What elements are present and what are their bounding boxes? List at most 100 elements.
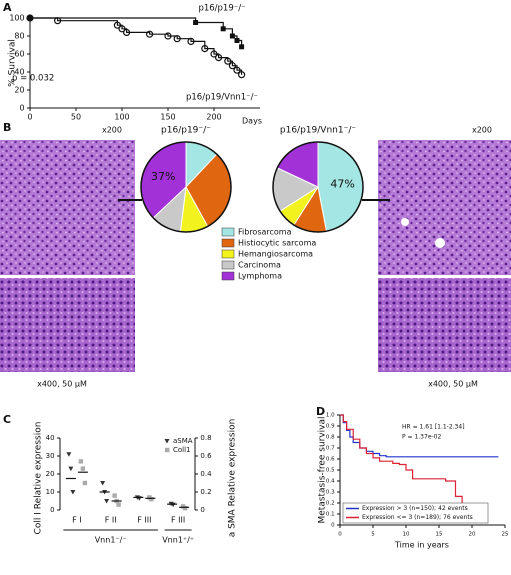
- y-tick-label: 0.9: [326, 424, 335, 430]
- y-tick-label: 40: [46, 434, 55, 442]
- group-label: Vnn1⁻/⁻: [95, 536, 127, 545]
- histology-image: [0, 278, 135, 372]
- y-tick-label: 30: [46, 452, 55, 460]
- x-tick-label: 200: [206, 113, 221, 122]
- y-tick-label: 40: [14, 68, 24, 77]
- data-point: [68, 466, 74, 472]
- y-tick-label: 80: [14, 32, 24, 41]
- y-axis-label: Coll I Relative expression: [34, 422, 44, 535]
- histology-image: [378, 278, 511, 372]
- y-tick-label: 20: [46, 470, 55, 478]
- legend-swatch: [221, 238, 235, 248]
- data-point: [78, 459, 84, 464]
- censor-marker: [239, 44, 245, 50]
- y-tick-label: 0.6: [326, 457, 335, 463]
- y-tick-label: 0.8: [326, 435, 335, 441]
- legend-swatch: [221, 260, 235, 270]
- legend-label: Coll1: [173, 446, 191, 454]
- y-tick-label: 1.0: [326, 413, 335, 419]
- vessel: [401, 218, 409, 226]
- censor-marker: [187, 37, 195, 46]
- panel-letter: A: [3, 1, 12, 14]
- x-tick-label: F II: [105, 516, 117, 525]
- censor-marker: [26, 14, 34, 22]
- histology-image: [378, 140, 511, 275]
- histology-image: [0, 140, 135, 275]
- censor-marker: [53, 17, 62, 25]
- y-tick-label: 0: [331, 523, 335, 529]
- censor-marker: [173, 35, 181, 43]
- data-point: [104, 499, 110, 504]
- panel-letter: D: [316, 405, 325, 418]
- y-tick-label: 0: [20, 104, 25, 113]
- legend-swatch: [221, 227, 235, 237]
- legend-box: [342, 502, 489, 524]
- annotation: p16/p19⁻/⁻: [198, 4, 245, 14]
- y-tick-label: 0: [200, 506, 204, 514]
- x-tick-label: F III: [171, 516, 185, 525]
- legend-label: Hemangiosarcoma: [238, 250, 313, 259]
- image-caption: x400, 50 μM: [428, 380, 478, 389]
- legend-label: Carcinoma: [238, 261, 281, 270]
- data-point: [80, 466, 86, 471]
- legend-label: Lymphoma: [238, 272, 282, 281]
- x-tick-label: 10: [403, 532, 410, 538]
- x-tick-label: 20: [469, 532, 476, 538]
- annotation: p = 0.032: [12, 74, 54, 84]
- x-tick-label: 25: [502, 532, 509, 538]
- image-caption: x400, 50 μM: [37, 380, 87, 389]
- legend-marker: [164, 439, 170, 444]
- censor-marker: [215, 53, 223, 62]
- pie-outline: [140, 141, 232, 233]
- censor-marker: [164, 32, 172, 40]
- data-point: [100, 481, 106, 486]
- x-tick-label: 100: [114, 113, 129, 122]
- pie-title: p16/p19⁻/⁻: [161, 126, 211, 136]
- annotation: HR = 1.61 [1.1-2.34]: [402, 424, 465, 431]
- x-tick-label: 150: [160, 113, 175, 122]
- censor-marker: [122, 28, 131, 37]
- censor-marker: [146, 30, 154, 38]
- annotation: P = 1.37e-02: [402, 434, 441, 441]
- data-point: [116, 502, 121, 507]
- legend-label: Expression > 3 (n=150); 42 events: [362, 505, 468, 512]
- censor-marker: [210, 50, 218, 58]
- data-point: [66, 452, 72, 457]
- censor-marker: [118, 25, 126, 33]
- panel-letter: C: [3, 413, 11, 426]
- legend-swatch: [221, 271, 235, 281]
- censor-marker: [193, 20, 199, 25]
- y-tick-label: 0.3: [326, 490, 335, 496]
- x-tick-label: 0: [27, 113, 32, 122]
- censor-marker: [233, 66, 241, 74]
- y-tick-label: 0.2: [200, 488, 211, 496]
- y-tick-label: 0.8: [200, 434, 211, 442]
- data-point: [70, 490, 76, 495]
- panel-letter: B: [3, 121, 11, 134]
- legend-label: aSMA: [173, 437, 193, 445]
- pie-outline: [272, 141, 364, 233]
- censor-marker: [201, 44, 209, 53]
- y-tick-label: 0.7: [326, 446, 335, 452]
- y-tick-label: 0.4: [200, 470, 212, 478]
- survival-curve: [340, 414, 463, 503]
- vessel: [435, 238, 445, 248]
- y-tick-label: 10: [46, 488, 55, 496]
- legend-label: Fibrosarcoma: [238, 228, 292, 237]
- data-point: [82, 480, 88, 486]
- y-tick-label: 60: [14, 50, 24, 59]
- y-tick-label: 0.1: [326, 512, 335, 518]
- x-axis-label: Days: [242, 117, 262, 126]
- data-point: [149, 497, 154, 502]
- group-label: Vnn1⁺/⁺: [162, 536, 194, 545]
- y2-axis-label: a SMA Relative expression: [228, 419, 238, 538]
- x-tick-label: F III: [137, 516, 151, 525]
- image-caption: x200: [472, 126, 492, 135]
- y-tick-label: 0.5: [326, 468, 335, 474]
- y-tick-label: 20: [14, 86, 24, 95]
- censor-marker: [224, 57, 232, 65]
- legend-label: Expression <= 3 (n=189); 76 events: [362, 514, 473, 521]
- censor-marker: [220, 26, 226, 32]
- pie-value-label: 47%: [330, 178, 354, 191]
